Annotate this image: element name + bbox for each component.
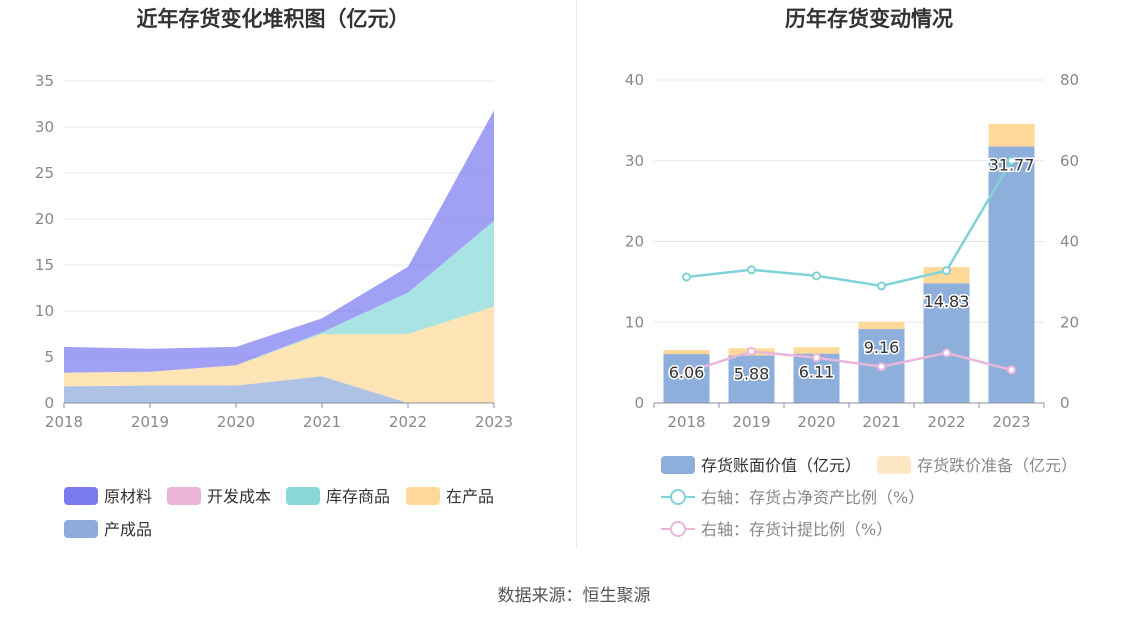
- legend-swatch: [286, 487, 320, 505]
- legend-swatch: [64, 520, 98, 538]
- y2-tick-label: 0: [1060, 394, 1070, 412]
- legend-label: 存货跌价准备（亿元）: [917, 456, 1077, 475]
- y2-tick-label: 20: [1060, 313, 1079, 331]
- legend-swatch: [877, 456, 911, 474]
- bar-value-label: 6.06: [669, 363, 705, 382]
- right-chart-title: 历年存货变动情况: [785, 7, 953, 31]
- left-y-axis: 0 5 10 15 20 25 30 35: [35, 72, 54, 412]
- legend-label: 原材料: [104, 487, 152, 506]
- bar-value-label: 6.11: [799, 363, 835, 382]
- line-inventory-ratio: [686, 160, 1013, 288]
- x-tick-label: 2021: [862, 413, 900, 431]
- x-tick-label: 2018: [45, 413, 83, 431]
- legend-marker: [670, 489, 686, 505]
- x-tick-label: 2020: [217, 413, 255, 431]
- x-tick-label: 2021: [303, 413, 341, 431]
- area-库存商品: [64, 220, 494, 373]
- line-provision-ratio: [686, 350, 1012, 374]
- legend-label: 库存商品: [326, 487, 390, 506]
- bar-impairment: [858, 321, 905, 330]
- bar-line-chart: 历年存货变动情况 6.06 5.88 6.11 9.16 14.83 31.77 0 10 2…: [625, 7, 1079, 539]
- y-tick-label: 20: [625, 233, 644, 251]
- x-tick-label: 2018: [667, 413, 705, 431]
- legend-marker: [670, 521, 686, 537]
- x-tick-label: 2020: [797, 413, 835, 431]
- line-point: [682, 272, 691, 282]
- bar-book-value: [728, 355, 775, 403]
- y2-tick-label: 40: [1060, 233, 1079, 251]
- line-point: [877, 281, 886, 291]
- right-y-axis-left: 0 10 20 30 40: [625, 71, 644, 412]
- line-point: [942, 266, 951, 276]
- x-tick-label: 2022: [927, 413, 965, 431]
- y-tick-label: 20: [35, 210, 54, 228]
- legend-swatch: [406, 487, 440, 505]
- line-point: [682, 367, 691, 377]
- bar-value-label: 31.77: [989, 155, 1035, 174]
- line-point: [1007, 365, 1016, 375]
- panel-divider: [576, 0, 577, 548]
- left-x-axis: [63, 402, 495, 408]
- bar-impairment: [988, 123, 1035, 147]
- legend-label: 存货账面价值（亿元）: [701, 456, 861, 475]
- x-tick-label: 2023: [992, 413, 1030, 431]
- y-tick-label: 0: [44, 394, 54, 412]
- legend-label: 右轴：存货占净资产比例（%）: [701, 488, 924, 507]
- right-bar-labels: 6.06 5.88 6.11 9.16 14.83 31.77: [667, 154, 1036, 385]
- right-x-tick-labels: 2018 2019 2020 2021 2022 2023: [667, 413, 1030, 431]
- bar-value-label: 9.16: [864, 338, 900, 357]
- x-tick-label: 2023: [475, 413, 513, 431]
- bar-book-value: [988, 146, 1035, 403]
- right-x-axis: [653, 402, 1045, 408]
- legend-swatch: [661, 456, 695, 474]
- y-tick-label: 40: [625, 71, 644, 89]
- line-point: [812, 271, 821, 281]
- legend-label: 右轴：存货计提比例（%）: [701, 520, 892, 539]
- legend-label: 开发成本: [207, 487, 271, 506]
- line-point: [747, 346, 756, 356]
- data-source: 数据来源：恒生聚源: [497, 586, 651, 606]
- right-lines: [682, 156, 1016, 377]
- x-tick-label: 2022: [389, 413, 427, 431]
- line-point: [1007, 156, 1016, 166]
- legend-label: 产成品: [104, 520, 152, 539]
- y-tick-label: 15: [35, 256, 54, 274]
- legend-swatch: [64, 487, 98, 505]
- bar-impairment: [793, 347, 840, 354]
- bar-book-value: [923, 283, 970, 403]
- area-产成品: [64, 376, 494, 403]
- stacked-area-chart: 近年存货变化堆积图（亿元） 0 5 10 15 20 25 30 35 2018 2019 202…: [35, 7, 513, 539]
- line-point: [877, 362, 886, 372]
- x-tick-label: 2019: [131, 413, 169, 431]
- y-tick-label: 0: [634, 394, 644, 412]
- bar-impairment: [663, 350, 710, 355]
- left-chart-title: 近年存货变化堆积图（亿元）: [137, 7, 410, 31]
- y-tick-label: 25: [35, 164, 54, 182]
- bar-impairment: [923, 267, 970, 284]
- right-gridlines: [654, 79, 1044, 404]
- left-x-tick-labels: 2018 2019 2020 2021 2022 2023: [45, 413, 513, 431]
- right-legend[interactable]: 存货账面价值（亿元） 存货跌价准备（亿元） 右轴：存货占净资产比例（%） 右轴：存货计…: [661, 456, 1077, 539]
- x-tick-label: 2019: [732, 413, 770, 431]
- legend-swatch: [167, 487, 201, 505]
- y2-tick-label: 80: [1060, 71, 1079, 89]
- y2-tick-label: 60: [1060, 152, 1079, 170]
- y-tick-label: 5: [44, 348, 54, 366]
- left-area-series: [64, 110, 494, 403]
- bar-value-label: 14.83: [924, 292, 970, 311]
- line-point: [942, 348, 951, 358]
- area-在产品: [64, 306, 494, 403]
- y-tick-label: 10: [625, 313, 644, 331]
- bar-book-value: [663, 354, 710, 403]
- legend-label: 在产品: [446, 487, 494, 506]
- right-y-axis-right: 0 20 40 60 80: [1060, 71, 1079, 412]
- y-tick-label: 35: [35, 72, 54, 90]
- line-point: [747, 265, 756, 275]
- line-point: [812, 353, 821, 363]
- y-tick-label: 10: [35, 302, 54, 320]
- y-tick-label: 30: [625, 152, 644, 170]
- bar-value-label: 5.88: [734, 365, 770, 384]
- y-tick-label: 30: [35, 118, 54, 136]
